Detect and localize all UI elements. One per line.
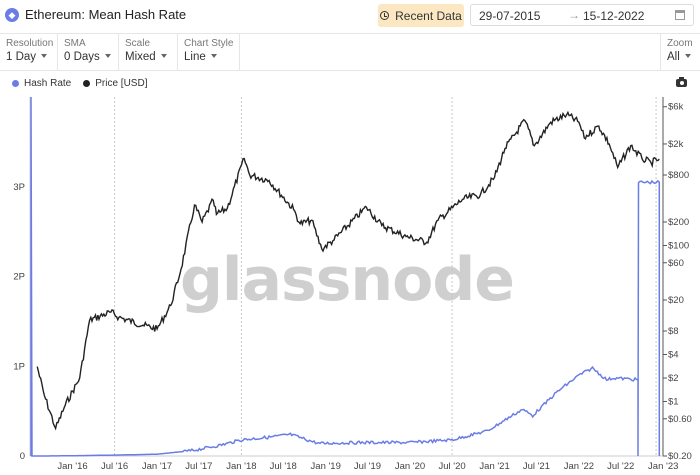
legend-item-hash-rate[interactable]: Hash Rate (12, 78, 71, 89)
hash-rate-line (30, 96, 661, 457)
legend-label: Price [USD] (95, 78, 148, 89)
chevron-down-icon (104, 54, 111, 58)
chevron-down-icon (41, 54, 48, 58)
sma-label: SMA (64, 38, 86, 49)
left-tick-label: 1P (13, 361, 25, 372)
series-group (30, 96, 661, 457)
x-tick-label: Jan '21 (479, 461, 509, 472)
legend-label: Hash Rate (24, 78, 72, 89)
zoom-label: Zoom (667, 38, 693, 49)
date-end-field[interactable]: 15-12-2022 (583, 9, 645, 23)
date-range-picker[interactable]: 29-07-2015 → 15-12-2022 (470, 4, 694, 26)
watermark: glassnode (180, 245, 514, 315)
right-tick-label: $6k (668, 102, 684, 113)
scale-label: Scale (125, 38, 151, 49)
right-tick-label: $200 (668, 217, 689, 228)
camera-icon[interactable] (676, 77, 687, 87)
right-tick-label: $2 (668, 373, 679, 384)
recent-data-button[interactable]: Recent Data (378, 4, 464, 27)
x-tick-label: Jan '20 (395, 461, 425, 472)
right-tick-label: $0.60 (668, 414, 692, 425)
legend-item-price[interactable]: Price [USD] (83, 78, 147, 89)
chart-style-value: Line (184, 51, 217, 63)
right-tick-label: $8 (668, 326, 679, 337)
ethereum-icon: ◆ (5, 7, 19, 22)
clock-icon (380, 11, 390, 20)
right-tick-label: $4 (668, 350, 679, 361)
x-tick-label: Jul '18 (270, 461, 297, 472)
right-tick-label: $800 (668, 170, 689, 181)
left-tick-label: 2P (13, 272, 25, 283)
x-tick-label: Jan '19 (311, 461, 341, 472)
x-tick-label: Jul '19 (354, 461, 381, 472)
right-tick-label: $60 (668, 258, 684, 269)
chevron-down-icon (160, 54, 167, 58)
x-tick-label: Jan '22 (564, 461, 594, 472)
chart-controls: Resolution 1 Day SMA 0 Days Scale Mixed … (0, 33, 700, 71)
x-tick-label: Jul '16 (101, 461, 128, 472)
right-tick-label: $20 (668, 295, 684, 306)
x-tick-label: Jul '17 (185, 461, 212, 472)
arrow-right-icon: → (568, 8, 580, 22)
zoom-value: All (667, 51, 691, 63)
right-tick-label: $2k (668, 139, 684, 150)
title-group: ◆ Ethereum: Mean Hash Rate (5, 7, 186, 22)
date-start-field[interactable]: 29-07-2015 (479, 9, 541, 23)
right-tick-label: $1 (668, 396, 679, 407)
x-tick-label: Jan '17 (142, 461, 172, 472)
chart-title: Ethereum: Mean Hash Rate (25, 7, 187, 22)
scale-value: Mixed (125, 51, 167, 63)
chevron-down-icon (684, 54, 691, 58)
legend-swatch (12, 80, 19, 87)
left-tick-label: 3P (13, 182, 25, 193)
chart-style-select[interactable]: Chart Style Line (178, 34, 240, 70)
axes: Jan '16 Jul '16 Jan '17 Jul '17 Jan '18 Jul '… (13, 97, 692, 472)
chart-legend: Hash Rate Price [USD] (12, 78, 159, 89)
x-tick-label: Jul '21 (523, 461, 550, 472)
legend-swatch (83, 80, 91, 87)
top-bar: ◆ Ethereum: Mean Hash Rate Recent Data 2… (0, 0, 700, 32)
x-tick-label: Jul '22 (607, 461, 634, 472)
zoom-select[interactable]: Zoom All (660, 34, 700, 70)
resolution-label: Resolution (6, 38, 54, 49)
x-tick-label: Jan '18 (226, 461, 256, 472)
x-tick-label: Jan '23 (648, 461, 678, 472)
chevron-down-icon (210, 54, 217, 58)
x-tick-label: Jul '20 (438, 461, 465, 472)
price-line (36, 110, 660, 431)
right-tick-label: $0.20 (668, 451, 692, 462)
right-tick-label: $100 (668, 240, 689, 251)
x-tick-label: Jan '16 (57, 461, 87, 472)
sma-select[interactable]: SMA 0 Days (58, 34, 119, 70)
resolution-value: 1 Day (6, 51, 48, 63)
calendar-icon[interactable] (675, 10, 685, 20)
scale-select[interactable]: Scale Mixed (119, 34, 178, 70)
recent-data-label: Recent Data (395, 8, 462, 23)
sma-value: 0 Days (64, 51, 111, 63)
chart-style-label: Chart Style (184, 38, 234, 49)
resolution-select[interactable]: Resolution 1 Day (0, 34, 58, 70)
left-tick-label: 0 (20, 451, 25, 462)
